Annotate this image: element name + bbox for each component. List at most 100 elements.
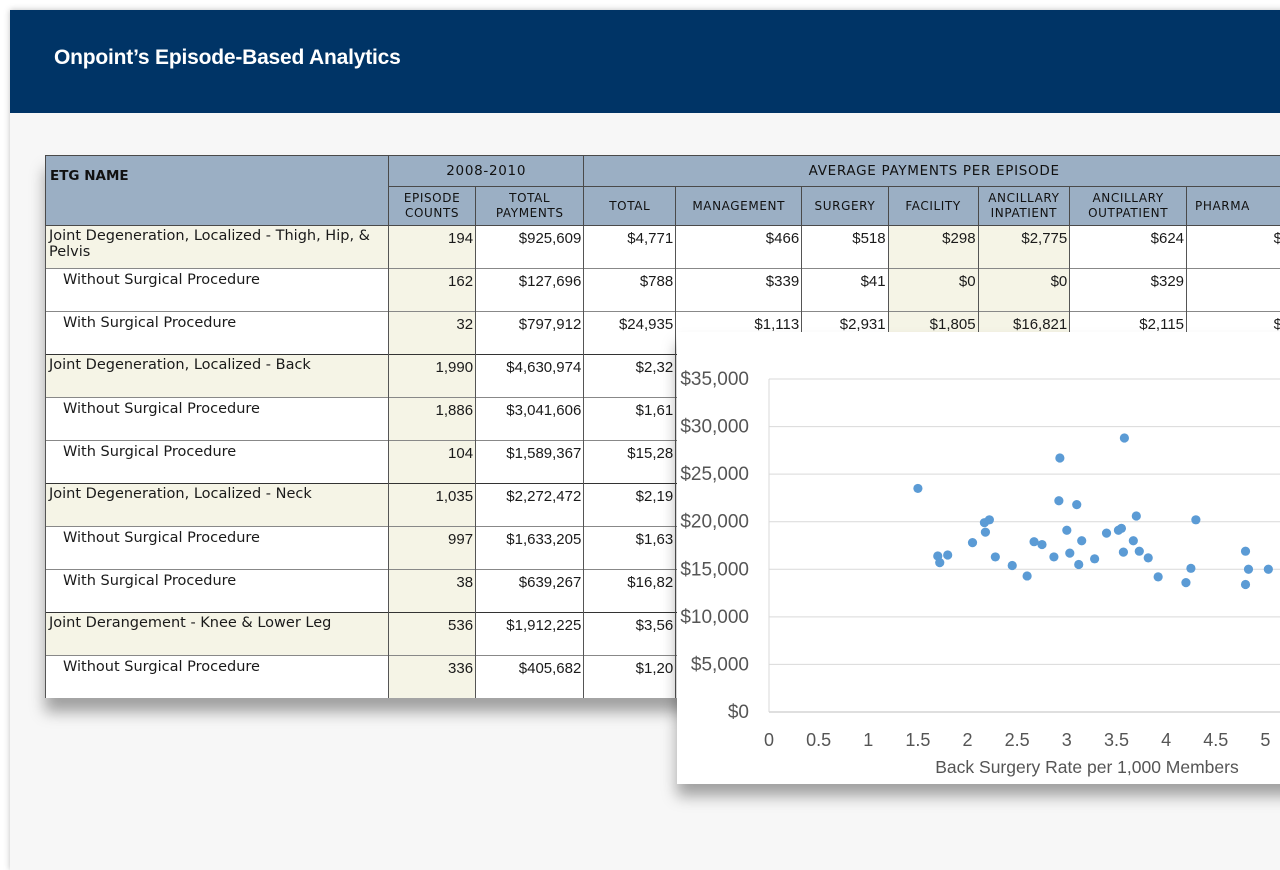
col-header-episode-counts: EPISODE COUNTS xyxy=(389,187,476,226)
data-point xyxy=(1008,561,1017,570)
cell-episodes: 1,886 xyxy=(389,398,476,441)
y-tick-label: $25,000 xyxy=(680,464,749,485)
page-title: Onpoint’s Episode-Based Analytics xyxy=(54,46,401,70)
col-header-management: MANAGEMENT xyxy=(676,187,802,226)
cell-total-payments: $4,630,974 xyxy=(476,355,584,398)
col-header-facility: FACILITY xyxy=(888,187,978,226)
cell-total-payments: $797,912 xyxy=(476,312,584,355)
cell-episodes: 162 xyxy=(389,269,476,312)
cell-total: $15,28 xyxy=(584,441,676,484)
data-point xyxy=(985,515,994,524)
data-point xyxy=(1049,552,1058,561)
col-header-total: TOTAL xyxy=(584,187,676,226)
y-tick-label: $30,000 xyxy=(680,417,749,438)
data-point xyxy=(1065,549,1074,558)
data-point xyxy=(1186,564,1195,573)
cell-total-payments: $1,633,205 xyxy=(476,527,584,570)
x-tick-label: 1.5 xyxy=(905,730,930,750)
cell-surgery: $41 xyxy=(802,269,888,312)
y-tick-label: $20,000 xyxy=(680,512,749,533)
x-tick-label: 4 xyxy=(1161,730,1171,750)
data-point xyxy=(1154,572,1163,581)
x-tick-label: 2 xyxy=(963,730,973,750)
data-point xyxy=(1241,547,1250,556)
cell-management: $466 xyxy=(676,226,802,269)
data-point xyxy=(1117,524,1126,533)
etg-name-cell: Without Surgical Procedure xyxy=(46,398,389,441)
data-point xyxy=(1077,536,1086,545)
col-header-surgery: SURGERY xyxy=(802,187,888,226)
etg-name-cell: With Surgical Procedure xyxy=(46,570,389,613)
y-tick-label: $35,000 xyxy=(680,369,749,390)
x-tick-label: 2.5 xyxy=(1005,730,1030,750)
col-header-ancillary-outpatient: ANCILLARY OUTPATIENT xyxy=(1070,187,1187,226)
y-tick-label: $10,000 xyxy=(680,607,749,628)
etg-name-cell: With Surgical Procedure xyxy=(46,312,389,355)
cell-episodes: 336 xyxy=(389,656,476,699)
col-group-avg-payments: AVERAGE PAYMENTS PER EPISODE xyxy=(584,156,1280,187)
cell-pharmacy xyxy=(1187,269,1280,312)
etg-name-cell: With Surgical Procedure xyxy=(46,441,389,484)
col-group-period: 2008-2010 xyxy=(389,156,584,187)
cell-total: $4,771 xyxy=(584,226,676,269)
col-header-etg-name: ETG NAME xyxy=(46,156,389,226)
data-point xyxy=(1264,565,1273,574)
data-point xyxy=(1062,526,1071,535)
data-point xyxy=(1191,515,1200,524)
data-point xyxy=(1129,536,1138,545)
col-header-ancillary-inpatient: ANCILLARY INPATIENT xyxy=(978,187,1070,226)
data-point xyxy=(1074,560,1083,569)
etg-name-cell: Joint Degeneration, Localized - Neck xyxy=(46,484,389,527)
data-point xyxy=(991,552,1000,561)
y-tick-label: $15,000 xyxy=(680,559,749,580)
etg-name-cell: Joint Degeneration, Localized - Back xyxy=(46,355,389,398)
x-tick-label: 0.5 xyxy=(806,730,831,750)
header-banner: Onpoint’s Episode-Based Analytics xyxy=(10,10,1280,113)
etg-name-cell: Joint Degeneration, Localized - Thigh, H… xyxy=(46,226,389,269)
etg-name-cell: Without Surgical Procedure xyxy=(46,269,389,312)
cell-facility: $298 xyxy=(888,226,978,269)
etg-name-cell: Joint Derangement - Knee & Lower Leg xyxy=(46,613,389,656)
data-point xyxy=(1054,496,1063,505)
data-point xyxy=(1072,500,1081,509)
cell-total: $1,63 xyxy=(584,527,676,570)
cell-total-payments: $1,912,225 xyxy=(476,613,584,656)
cell-episodes: 104 xyxy=(389,441,476,484)
data-point xyxy=(943,550,952,559)
cell-total: $2,32 xyxy=(584,355,676,398)
cell-total: $1,61 xyxy=(584,398,676,441)
scatter-chart: $0$5,000$10,000$15,000$20,000$25,000$30,… xyxy=(677,332,1280,784)
cell-episodes: 997 xyxy=(389,527,476,570)
cell-episodes: 536 xyxy=(389,613,476,656)
data-point xyxy=(1037,540,1046,549)
table-row-group: Joint Degeneration, Localized - Thigh, H… xyxy=(46,226,1280,269)
data-point xyxy=(981,528,990,537)
data-point xyxy=(1090,554,1099,563)
data-point xyxy=(1181,578,1190,587)
data-point xyxy=(913,484,922,493)
cell-episodes: 194 xyxy=(389,226,476,269)
x-axis-label: Back Surgery Rate per 1,000 Members xyxy=(935,757,1239,777)
cell-episodes: 32 xyxy=(389,312,476,355)
x-tick-label: 3.5 xyxy=(1104,730,1129,750)
cell-management: $339 xyxy=(676,269,802,312)
cell-total-payments: $925,609 xyxy=(476,226,584,269)
etg-name-cell: Without Surgical Procedure xyxy=(46,527,389,570)
col-header-pharmacy: PHARMA xyxy=(1187,187,1280,226)
y-tick-label: $5,000 xyxy=(691,654,749,675)
cell-anc-inpatient: $2,775 xyxy=(978,226,1070,269)
x-tick-label: 1 xyxy=(863,730,873,750)
data-point xyxy=(1119,548,1128,557)
cell-anc-outpatient: $624 xyxy=(1070,226,1187,269)
cell-anc-outpatient: $329 xyxy=(1070,269,1187,312)
data-point xyxy=(1029,537,1038,546)
data-point xyxy=(935,558,944,567)
cell-total: $788 xyxy=(584,269,676,312)
cell-total: $24,935 xyxy=(584,312,676,355)
cell-anc-inpatient: $0 xyxy=(978,269,1070,312)
x-tick-label: 3 xyxy=(1062,730,1072,750)
data-point xyxy=(1102,529,1111,538)
data-point xyxy=(1132,511,1141,520)
etg-name-cell: Without Surgical Procedure xyxy=(46,656,389,699)
